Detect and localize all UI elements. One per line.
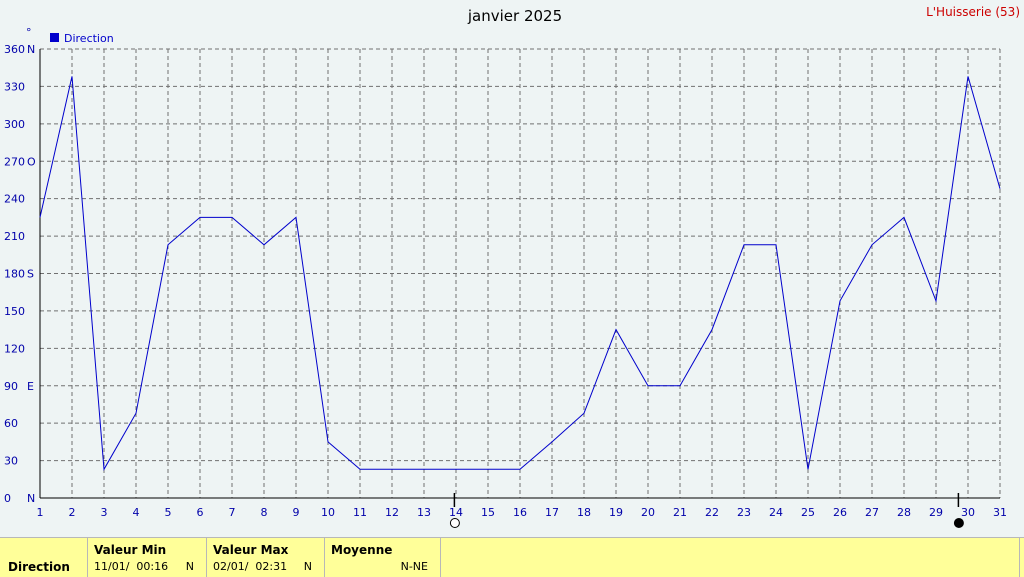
- y-tick-label-30: 30: [4, 455, 18, 468]
- x-tick-label-10: 10: [321, 506, 335, 519]
- x-tick-label-6: 6: [197, 506, 204, 519]
- stats-max-datetime: 02/01/ 02:31: [213, 560, 287, 573]
- y-direction-label-0: N: [27, 492, 35, 505]
- stats-max-header: Valeur Max: [213, 543, 289, 557]
- x-tick-label-21: 21: [673, 506, 687, 519]
- x-tick-label-28: 28: [897, 506, 911, 519]
- y-direction-label-360: N: [27, 43, 35, 56]
- stats-min-date: 11/01/: [94, 560, 130, 573]
- y-tick-label-180: 180: [4, 268, 25, 281]
- x-tick-label-24: 24: [769, 506, 783, 519]
- moon-new-icon: [953, 518, 964, 528]
- stats-min-cell: Valeur Min 11/01/ 00:16 N: [88, 538, 207, 577]
- y-direction-label-270: O: [27, 155, 36, 168]
- y-tick-label-60: 60: [4, 417, 18, 430]
- y-direction-label-90: E: [27, 380, 34, 393]
- x-tick-label-15: 15: [481, 506, 495, 519]
- moon-full-icon: [449, 518, 460, 528]
- stats-avg-cell: Moyenne N-NE: [325, 538, 441, 577]
- chart-title: janvier 2025: [467, 7, 562, 25]
- x-tick-label-12: 12: [385, 506, 399, 519]
- y-tick-label-150: 150: [4, 305, 25, 318]
- x-tick-label-16: 16: [513, 506, 527, 519]
- stats-avg-value: N-NE: [400, 560, 428, 573]
- stats-empty-cell: [441, 538, 1020, 577]
- y-tick-label-330: 330: [4, 80, 25, 93]
- chart-grid: [40, 48, 1001, 498]
- stats-row-label: Direction: [8, 560, 70, 574]
- y-tick-label-270: 270: [4, 155, 25, 168]
- x-tick-label-30: 30: [961, 506, 975, 519]
- x-tick-label-1: 1: [37, 506, 44, 519]
- stats-row-label-cell: Direction: [0, 538, 88, 577]
- stats-max-time: 02:31: [255, 560, 288, 573]
- stats-min-datetime: 11/01/ 00:16: [94, 560, 168, 573]
- y-tick-label-120: 120: [4, 342, 25, 355]
- x-tick-label-3: 3: [101, 506, 108, 519]
- x-tick-labels: 1 2 3 4 5 6 7 8 9 10 11 12 13 14 15 16 17 18 19 20 21 22 23 24 2…: [37, 506, 1008, 519]
- x-tick-label-9: 9: [293, 506, 300, 519]
- legend-label-direction: Direction: [64, 32, 114, 45]
- x-tick-label-17: 17: [545, 506, 559, 519]
- y-tick-label-90: 90: [4, 380, 18, 393]
- y-tick-label-0: 0: [4, 492, 11, 505]
- stats-panel: Direction Valeur Min 11/01/ 00:16 N Vale…: [0, 537, 1024, 577]
- x-tick-label-18: 18: [577, 506, 591, 519]
- stats-max-value: N: [303, 560, 312, 573]
- x-tick-label-7: 7: [229, 506, 236, 519]
- stats-max-cell: Valeur Max 02/01/ 02:31 N: [207, 538, 325, 577]
- y-unit-label: °: [26, 26, 32, 39]
- station-name: L'Huisserie (53): [926, 5, 1020, 19]
- chart-area: 0 N 30 60 90 E 120 150 180 S 210 240 270 O 300 330 360 N …: [4, 5, 1020, 528]
- y-tick-label-360: 360: [4, 43, 25, 56]
- y-tick-label-240: 240: [4, 193, 25, 206]
- x-tick-label-29: 29: [929, 506, 943, 519]
- chart-axes: [39, 49, 1000, 499]
- series-group: [39, 76, 1001, 471]
- stats-max-date: 02/01/: [213, 560, 249, 573]
- x-tick-label-31: 31: [993, 506, 1007, 519]
- stats-min-value: N: [185, 560, 194, 573]
- x-tick-label-26: 26: [833, 506, 847, 519]
- y-tick-label-300: 300: [4, 118, 25, 131]
- x-tick-label-22: 22: [705, 506, 719, 519]
- x-tick-label-27: 27: [865, 506, 879, 519]
- series-line-direction: [39, 76, 1001, 471]
- x-tick-label-5: 5: [165, 506, 172, 519]
- x-tick-label-8: 8: [261, 506, 268, 519]
- x-tick-label-14: 14: [449, 506, 463, 519]
- y-tick-label-210: 210: [4, 230, 25, 243]
- x-tick-label-19: 19: [609, 506, 623, 519]
- legend-swatch-direction: [50, 33, 59, 42]
- x-tick-label-20: 20: [641, 506, 655, 519]
- x-tick-label-4: 4: [133, 506, 140, 519]
- x-tick-label-25: 25: [801, 506, 815, 519]
- x-tick-label-2: 2: [69, 506, 76, 519]
- stats-avg-header: Moyenne: [331, 543, 393, 557]
- x-tick-label-23: 23: [737, 506, 751, 519]
- y-direction-label-180: S: [27, 268, 34, 281]
- x-tick-label-13: 13: [417, 506, 431, 519]
- stats-min-time: 00:16: [136, 560, 169, 573]
- stats-min-header: Valeur Min: [94, 543, 167, 557]
- moon-phase-markers: [449, 493, 964, 528]
- x-tick-label-11: 11: [353, 506, 367, 519]
